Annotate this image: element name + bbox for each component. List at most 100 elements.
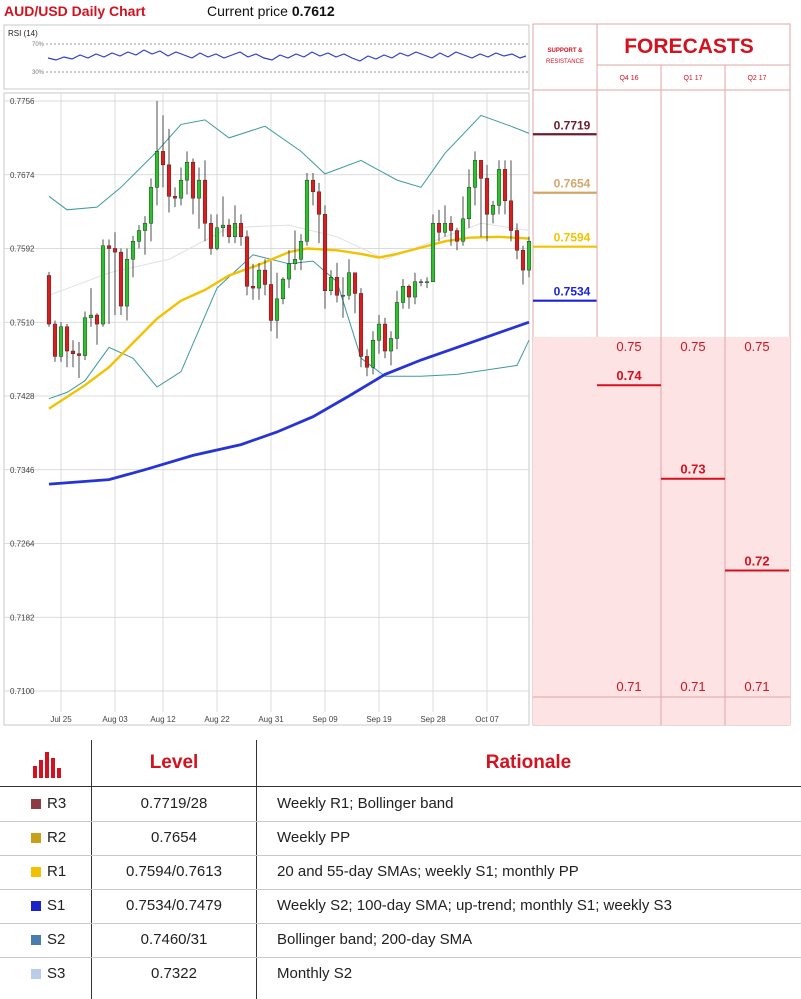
y-tick-label: 0.7264 <box>10 540 35 549</box>
candle-body <box>64 326 70 352</box>
current-price-value: 0.7612 <box>291 3 335 19</box>
candle-body <box>196 179 202 199</box>
candle-body <box>238 223 244 238</box>
candle-body <box>340 295 346 297</box>
level-value: 0.7719/28 <box>140 795 208 812</box>
candle-body <box>472 160 478 188</box>
candle-body <box>106 245 112 249</box>
candle-body <box>310 179 316 193</box>
forecast-low-q416: 0.71 <box>616 679 641 694</box>
candle-body <box>88 314 94 318</box>
candle-body <box>424 281 430 283</box>
level-name: R1 <box>47 863 67 880</box>
x-tick-label: Aug 31 <box>258 715 284 724</box>
candle-body <box>172 196 178 199</box>
candle-body <box>256 269 262 289</box>
forecasts-panel: FORECASTS Q4 16 Q1 17 Q2 17 0.75 0.75 0.… <box>533 23 791 726</box>
y-tick-label: 0.7510 <box>10 318 35 327</box>
candle-body <box>286 263 292 280</box>
rationale-header: Rationale <box>485 752 572 773</box>
x-tick-label: Sep 09 <box>312 715 338 724</box>
candle-body <box>208 223 214 249</box>
candle-body <box>250 286 256 289</box>
candle-body <box>502 169 508 202</box>
table-divider-1 <box>91 740 92 999</box>
level-swatch <box>31 969 41 979</box>
candle-body <box>52 323 58 357</box>
candle-body <box>412 281 418 298</box>
candle-body <box>334 277 340 296</box>
level-value: 0.7594/0.7613 <box>126 863 222 880</box>
candle-body <box>460 218 466 242</box>
row-divider <box>0 889 801 890</box>
candle-body <box>82 317 88 356</box>
level-name: S1 <box>47 897 66 914</box>
level-value: 0.7322 <box>151 965 197 982</box>
rsi-upper-label: 70% <box>32 42 45 48</box>
forecast-high-q217: 0.75 <box>744 339 769 354</box>
candle-body <box>94 314 100 325</box>
x-tick-label: Aug 22 <box>204 715 230 724</box>
candle-body <box>382 323 388 352</box>
candle-body <box>352 272 358 294</box>
x-tick-label: Sep 19 <box>366 715 392 724</box>
candle-body <box>436 223 442 233</box>
x-tick-label: Jul 25 <box>50 715 72 724</box>
forecast-col-q416: Q4 16 <box>619 75 638 82</box>
table-row: S3 0.7322 Monthly S2 <box>0 957 801 991</box>
y-tick-label: 0.7182 <box>10 613 35 622</box>
level-value: 0.7534/0.7479 <box>126 897 222 914</box>
candle-body <box>184 161 190 181</box>
candlesticks <box>46 101 532 379</box>
candle-body <box>514 230 520 251</box>
candle-body <box>274 298 280 321</box>
y-tick-label: 0.7756 <box>10 97 35 106</box>
candle-body <box>76 353 82 356</box>
forecast-high-q416: 0.75 <box>616 339 641 354</box>
rsi-panel: RSI (14) 70% 30% <box>3 24 530 90</box>
candle-body <box>346 272 352 296</box>
table-row: R1 0.7594/0.7613 20 and 55-day SMAs; weekl… <box>0 855 801 889</box>
candle-body <box>508 200 514 231</box>
sr-title-2: RESISTANCE <box>546 59 584 65</box>
sma55-line <box>48 235 530 410</box>
candle-body <box>328 277 334 291</box>
candle-body <box>400 286 406 303</box>
level-rationale: Bollinger band; 200-day SMA <box>277 931 473 948</box>
table-header-line <box>0 786 801 787</box>
candle-body <box>70 350 76 354</box>
candle-body <box>496 169 502 206</box>
level-name: S2 <box>47 931 66 948</box>
current-price: Current price 0.7612 <box>207 3 335 19</box>
candle-body <box>124 259 130 307</box>
forecast-title: FORECASTS <box>624 35 754 58</box>
candle-body <box>466 187 472 220</box>
candle-body <box>292 259 298 264</box>
candle-body <box>136 230 142 242</box>
sr-label-s1: 0.7534 <box>554 285 591 299</box>
table-row: S2 0.7460/31 Bollinger band; 200-day SMA <box>0 923 801 957</box>
candle-body <box>130 241 136 260</box>
chart-header: AUD/USD Daily Chart Current price 0.7612 <box>0 0 533 24</box>
table-divider-2 <box>256 740 257 999</box>
candle-body <box>166 164 172 197</box>
sr-label-r3: 0.7719 <box>554 118 591 132</box>
y-axis: 0.7756 0.7674 0.7592 0.7510 0.7428 0.7346 0.72… <box>10 97 35 696</box>
candle-body <box>142 223 148 231</box>
candle-body <box>160 151 166 166</box>
plot-frame <box>3 92 530 726</box>
rsi-label: RSI (14) <box>8 29 38 38</box>
forecast-points: 0.74 0.73 0.72 <box>597 368 789 572</box>
x-axis: Jul 25 Aug 03 Aug 12 Aug 22 Aug 31 Sep 09 Sep … <box>50 715 499 724</box>
candle-body <box>100 245 106 325</box>
candle-body <box>226 224 232 238</box>
candle-body <box>316 191 322 215</box>
candle-body <box>232 223 238 238</box>
candle-body <box>358 293 364 357</box>
candle-body <box>190 161 196 199</box>
candle-body <box>154 151 160 188</box>
level-name: R3 <box>47 795 67 812</box>
candle-body <box>220 224 226 229</box>
candle-body <box>202 179 208 224</box>
candle-body <box>46 275 52 325</box>
